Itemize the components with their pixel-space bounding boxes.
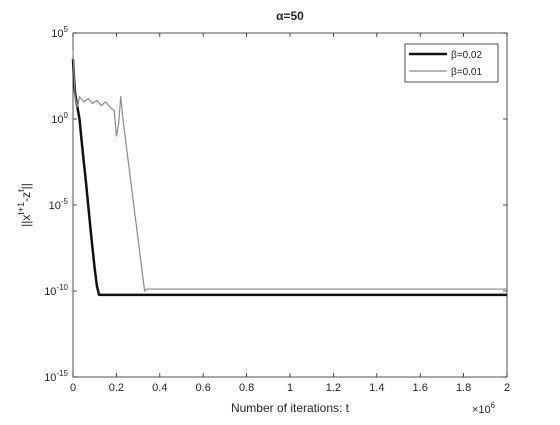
- y-tick-label: 10-5: [49, 197, 69, 212]
- y-tick-base: 10: [44, 286, 56, 298]
- chart-title: α=50: [276, 9, 304, 23]
- x-tick-label: 1.8: [456, 382, 471, 394]
- y-tick-label: 10-15: [44, 369, 68, 384]
- x-tick-label: 1.2: [326, 382, 341, 394]
- x-tick-label: 0: [70, 382, 76, 394]
- y-tick-label: 10-10: [44, 283, 68, 298]
- x-tick-label: 0.4: [152, 382, 167, 394]
- y-axis-label-part: t+1: [16, 202, 26, 215]
- x-tick-label: 1: [287, 382, 293, 394]
- y-tick-base: 10: [49, 200, 61, 212]
- y-tick-base: 10: [51, 28, 63, 40]
- x-tick-label: 0.2: [109, 382, 124, 394]
- y-axis-label-part: ||: [19, 183, 33, 189]
- y-axis-label-part: t: [16, 189, 26, 192]
- y-tick-label: 100: [51, 111, 68, 126]
- legend-label: β=0.01: [451, 67, 482, 78]
- y-tick-label: 105: [51, 25, 68, 40]
- x-tick-label: 0.8: [239, 382, 254, 394]
- y-tick-exponent: 0: [64, 111, 69, 120]
- x-tick-label: 1.6: [413, 382, 428, 394]
- plot-area: [72, 32, 508, 378]
- x-multiplier-exponent: 6: [491, 401, 496, 410]
- y-tick-exponent: -15: [56, 369, 68, 378]
- y-axis-label-part: ||x: [19, 215, 33, 227]
- x-multiplier: ×106: [472, 401, 496, 416]
- y-tick-exponent: -10: [56, 283, 68, 292]
- y-axis-label: ||xt+1-zt||: [16, 183, 33, 227]
- y-tick-base: 10: [44, 372, 56, 384]
- y-tick-exponent: 5: [64, 25, 69, 34]
- line: [72, 50, 507, 292]
- y-tick-base: 10: [51, 114, 63, 126]
- x-tick-label: 1.4: [369, 382, 384, 394]
- x-tick-label: 0.6: [196, 382, 211, 394]
- legend-label: β=0.02: [451, 50, 482, 61]
- x-axis-label: Number of iterations: t: [231, 401, 350, 415]
- x-tick-label: 2: [504, 382, 510, 394]
- x-multiplier-base: ×10: [472, 404, 491, 416]
- y-tick-exponent: -5: [61, 197, 69, 206]
- legend-box: [404, 43, 499, 83]
- y-axis-label-part: -z: [19, 192, 33, 202]
